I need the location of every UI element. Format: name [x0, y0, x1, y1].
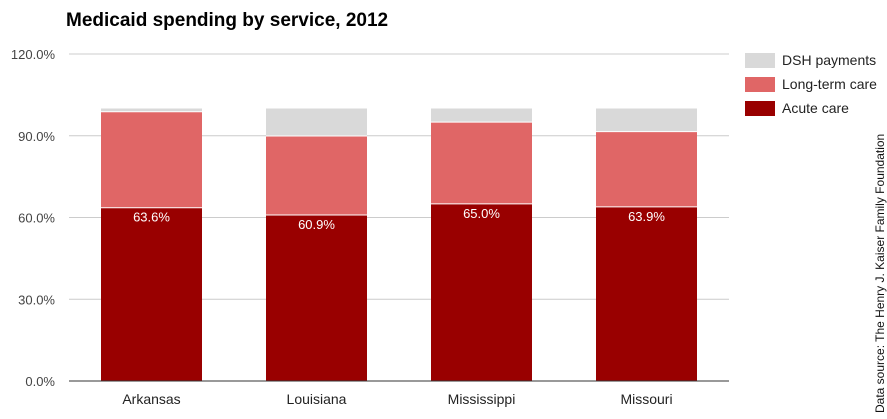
bar-long-term-care-missouri [596, 131, 697, 207]
chart-title: Medicaid spending by service, 2012 [66, 10, 388, 31]
y-axis: 0.0% 30.0% 60.0% 90.0% 120.0% [11, 47, 56, 389]
y-tick-label: 90.0% [18, 129, 55, 144]
legend: DSH payments Long-term care Acute care [745, 52, 877, 116]
legend-label: DSH payments [782, 52, 876, 68]
bar-long-term-care-mississippi [431, 122, 532, 204]
y-tick-label: 120.0% [11, 47, 56, 62]
data-source-note: Data source: The Henry J. Kaiser Family … [873, 134, 887, 413]
bar-dsh-payments-louisiana [266, 108, 367, 137]
bar-acute-care-missouri [596, 206, 697, 381]
data-label: 60.9% [298, 217, 335, 232]
bar-dsh-payments-arkansas [101, 108, 202, 112]
x-tick-label: Arkansas [122, 391, 180, 407]
data-label: 65.0% [463, 206, 500, 221]
x-axis: Arkansas Louisiana Mississippi Missouri [69, 380, 729, 407]
bar-acute-care-arkansas [101, 207, 202, 381]
legend-swatch [745, 101, 775, 116]
bar-acute-care-mississippi [431, 203, 532, 381]
x-tick-label: Mississippi [448, 391, 516, 407]
legend-swatch [745, 77, 775, 92]
bar-acute-care-louisiana [266, 215, 367, 381]
legend-label: Long-term care [782, 76, 877, 92]
data-label: 63.6% [133, 210, 170, 225]
bar-long-term-care-arkansas [101, 111, 202, 208]
bar-dsh-payments-mississippi [431, 108, 532, 123]
x-tick-label: Louisiana [287, 391, 347, 407]
bars: 63.6% 60.9% 65.0% 63.9% [101, 108, 697, 381]
x-tick-label: Missouri [620, 391, 672, 407]
bar-long-term-care-louisiana [266, 136, 367, 216]
data-label: 63.9% [628, 209, 665, 224]
legend-swatch [745, 53, 775, 68]
y-tick-label: 30.0% [18, 292, 55, 307]
y-tick-label: 60.0% [18, 211, 55, 226]
y-tick-label: 0.0% [25, 374, 55, 389]
legend-label: Acute care [782, 100, 849, 116]
bar-dsh-payments-missouri [596, 108, 697, 132]
